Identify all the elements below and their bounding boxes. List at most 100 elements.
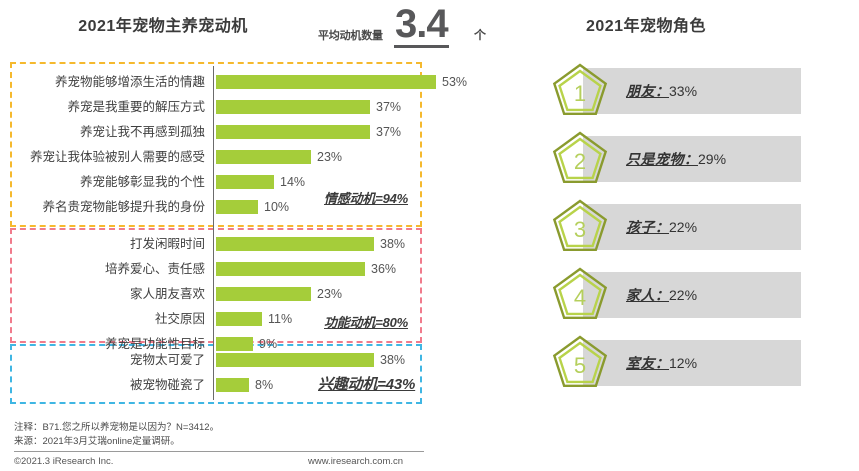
pet-role-item: 4 家人：22% bbox=[433, 264, 859, 326]
bar-row: 社交原因 11% bbox=[0, 307, 432, 332]
left-footnote: 注释：B71.您之所以养宠物是以因为？N=3412。 来源：2021年3月艾瑞o… bbox=[14, 421, 219, 449]
pet-role-name: 室友 bbox=[626, 355, 655, 371]
group-summary-functional: 功能动机=80% bbox=[324, 315, 409, 330]
bar-value-label: 37% bbox=[376, 100, 402, 114]
bar-fill bbox=[216, 287, 311, 301]
bar-row: 养宠是功能性目标 9% bbox=[0, 332, 432, 357]
bar-fill bbox=[216, 353, 374, 367]
bar-track bbox=[216, 237, 374, 251]
bar-row-label: 家人朋友喜欢 bbox=[129, 287, 205, 301]
bar-fill bbox=[216, 175, 274, 189]
group-summary-emotional: 情感动机=94% bbox=[324, 191, 409, 206]
pet-role-rank: 2 bbox=[573, 149, 587, 174]
pet-role-percent: 29% bbox=[698, 151, 727, 167]
bar-row-label: 养名贵宠物能够提升我的身份 bbox=[42, 200, 205, 214]
bar-fill bbox=[216, 200, 258, 214]
bar-value-label: 53% bbox=[442, 75, 468, 89]
pet-role-percent: 22% bbox=[669, 287, 698, 303]
bar-value-label: 38% bbox=[380, 237, 406, 251]
pet-role-name: 家人 bbox=[626, 287, 655, 303]
pet-role-text: 孩子：22% bbox=[626, 204, 697, 250]
bar-row-label: 打发闲暇时间 bbox=[129, 237, 205, 251]
pet-role-item: 3 孩子：22% bbox=[433, 196, 859, 258]
pet-role-background bbox=[583, 340, 801, 386]
bar-track bbox=[216, 175, 274, 189]
pet-role-colon: ： bbox=[655, 83, 669, 99]
bar-fill bbox=[216, 312, 262, 326]
pet-role-text: 家人：22% bbox=[626, 272, 697, 318]
pet-role-name: 孩子 bbox=[626, 219, 655, 235]
pet-role-background bbox=[583, 68, 801, 114]
panel-divider bbox=[432, 0, 433, 471]
average-motivation-label: 平均动机数量 bbox=[318, 30, 383, 42]
pet-role-item: 1 朋友：33% bbox=[433, 60, 859, 122]
pentagon-icon bbox=[552, 199, 608, 252]
bar-fill bbox=[216, 100, 370, 114]
bar-row-label: 宠物太可爱了 bbox=[129, 353, 205, 367]
pet-role-colon: ： bbox=[655, 219, 669, 235]
bar-track bbox=[216, 378, 249, 392]
bar-track bbox=[216, 75, 436, 89]
pet-role-colon: ： bbox=[684, 151, 698, 167]
bar-row: 被宠物碰瓷了 8% bbox=[0, 373, 432, 398]
bar-fill bbox=[216, 337, 253, 351]
pet-role-item: 2 只是宠物：29% bbox=[433, 128, 859, 190]
bar-row-label: 养宠让我不再感到孤独 bbox=[79, 125, 205, 139]
bar-track bbox=[216, 353, 374, 367]
left-footnote-line2: 来源：2021年3月艾瑞online定量调研。 bbox=[14, 436, 180, 447]
bar-fill bbox=[216, 262, 365, 276]
bar-row: 养宠让我不再感到孤独 37% bbox=[0, 120, 432, 145]
group-box-emotional bbox=[10, 62, 422, 227]
bar-value-label: 37% bbox=[376, 125, 402, 139]
bar-track bbox=[216, 312, 262, 326]
pet-role-background bbox=[583, 204, 801, 250]
pet-role-rank: 4 bbox=[573, 285, 587, 310]
bar-row: 宠物太可爱了 38% bbox=[0, 348, 432, 373]
bar-row-label: 养宠能够彰显我的个性 bbox=[79, 175, 205, 189]
pet-role-percent: 33% bbox=[669, 83, 698, 99]
bar-row-label: 被宠物碰瓷了 bbox=[129, 378, 205, 392]
average-motivation-callout: 平均动机数量 3.4 个 bbox=[318, 3, 500, 51]
pentagon-icon bbox=[552, 131, 608, 184]
bar-fill bbox=[216, 150, 311, 164]
bar-value-label: 10% bbox=[264, 200, 290, 214]
bar-row-label: 社交原因 bbox=[154, 312, 205, 326]
bar-value-label: 23% bbox=[317, 287, 343, 301]
pet-role-rank: 1 bbox=[573, 81, 587, 106]
average-motivation-value: 3.4 bbox=[394, 2, 449, 48]
pet-role-panel: 2021年宠物角色 1 朋友：33% 2 只是宠物：29% 3 孩子：22% 4 家人：22%… bbox=[433, 0, 859, 471]
pet-role-rank: 3 bbox=[573, 217, 587, 242]
left-panel-title: 2021年宠物主养宠动机 bbox=[78, 18, 248, 35]
bar-row: 养名贵宠物能够提升我的身份 10% bbox=[0, 195, 432, 220]
bar-row-label: 养宠物能够增添生活的情趣 bbox=[54, 75, 205, 89]
bar-value-label: 14% bbox=[280, 175, 306, 189]
pet-role-colon: ： bbox=[655, 287, 669, 303]
chart-axis-line bbox=[213, 66, 214, 400]
bar-row: 家人朋友喜欢 23% bbox=[0, 282, 432, 307]
pet-role-rank: 5 bbox=[573, 353, 587, 378]
pet-role-text: 只是宠物：29% bbox=[626, 136, 726, 182]
pet-role-item: 5 室友：12% bbox=[433, 332, 859, 394]
bar-value-label: 8% bbox=[255, 378, 274, 392]
bar-row: 培养爱心、责任感 36% bbox=[0, 257, 432, 282]
bar-row: 养宠是我重要的解压方式 37% bbox=[0, 95, 432, 120]
bar-fill bbox=[216, 75, 436, 89]
pet-motivation-panel: 2021年宠物主养宠动机 平均动机数量 3.4 个 养宠物能够增添生活的情趣 53… bbox=[0, 3, 486, 467]
bar-row-label: 培养爱心、责任感 bbox=[104, 262, 205, 276]
pet-role-text: 朋友：33% bbox=[626, 68, 697, 114]
pentagon-icon bbox=[552, 63, 608, 116]
bar-value-label: 11% bbox=[268, 312, 293, 326]
average-motivation-unit: 个 bbox=[474, 28, 487, 42]
bar-value-label: 36% bbox=[371, 262, 397, 276]
bar-row-label: 养宠让我体验被别人需要的感受 bbox=[29, 150, 205, 164]
bar-track bbox=[216, 150, 311, 164]
pet-role-percent: 12% bbox=[669, 355, 698, 371]
bar-value-label: 38% bbox=[380, 353, 406, 367]
bar-row-label: 养宠是我重要的解压方式 bbox=[67, 100, 205, 114]
bar-track bbox=[216, 100, 370, 114]
bar-fill bbox=[216, 378, 249, 392]
pet-role-name: 朋友 bbox=[626, 83, 655, 99]
pentagon-icon bbox=[552, 335, 608, 388]
left-footnote-line1: 注释：B71.您之所以养宠物是以因为？N=3412。 bbox=[14, 422, 220, 433]
